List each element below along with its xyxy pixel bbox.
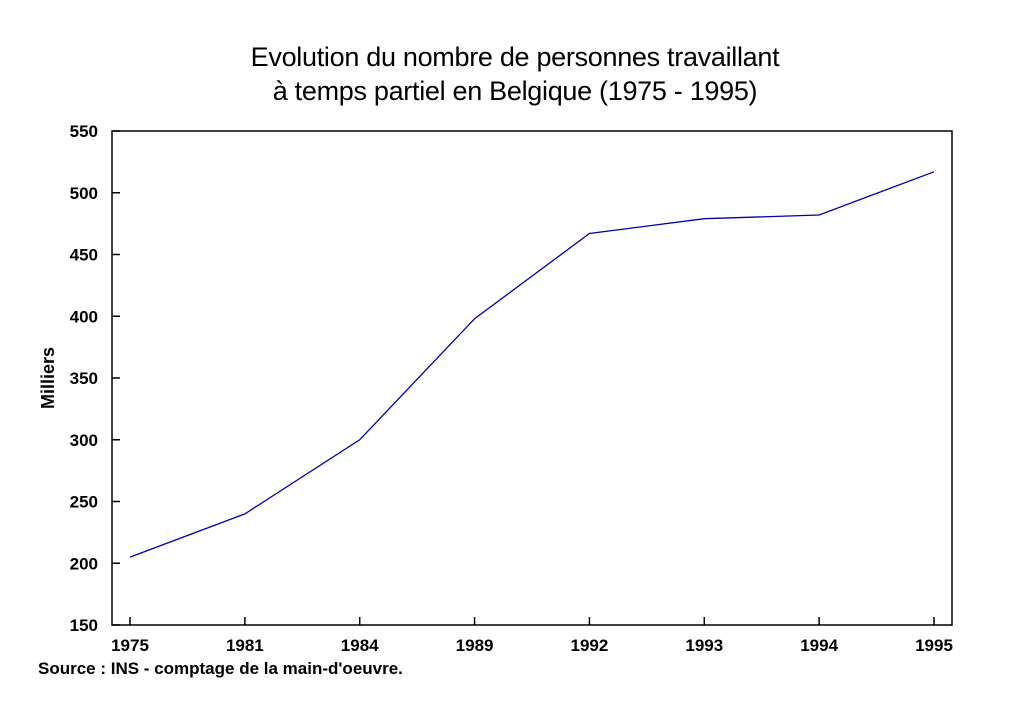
y-axis: 150 200 250 300 350 400 450 500 550: [70, 122, 120, 635]
series-layer: [129, 171, 935, 558]
y-tick-label: 150: [70, 616, 98, 635]
source-note: Source : INS - comptage de la main-d'oeu…: [38, 659, 403, 678]
x-tick-label: 1989: [456, 636, 494, 655]
y-tick-label: 250: [70, 493, 98, 512]
y-tick-label: 200: [70, 554, 98, 573]
x-tick-label: 1993: [685, 636, 723, 655]
chart-title-line-1: Evolution du nombre de personnes travail…: [250, 42, 780, 72]
plot-area-frame: [111, 130, 953, 626]
chart-title: Evolution du nombre de personnes travail…: [0, 40, 1022, 108]
y-tick-label: 500: [70, 184, 98, 203]
x-tick-label: 1995: [915, 636, 953, 655]
x-tick-label: 1994: [800, 636, 838, 655]
x-tick-label: 1981: [226, 636, 264, 655]
y-tick-label: 450: [70, 246, 98, 265]
chart-title-line-2: à temps partiel en Belgique (1975 - 1995…: [272, 76, 758, 106]
x-tick-label: 1992: [571, 636, 609, 655]
y-tick-label: 400: [70, 307, 98, 326]
x-tick-label: 1984: [341, 636, 379, 655]
x-axis: 1975 1981 1984 1989 1992 1993 1994 1995: [111, 617, 953, 655]
series-line: [129, 171, 935, 558]
y-tick-label: 300: [70, 431, 98, 450]
x-tick-label: 1975: [111, 636, 149, 655]
y-axis-label: Milliers: [38, 347, 58, 409]
y-tick-label: 550: [70, 122, 98, 141]
y-tick-label: 350: [70, 369, 98, 388]
